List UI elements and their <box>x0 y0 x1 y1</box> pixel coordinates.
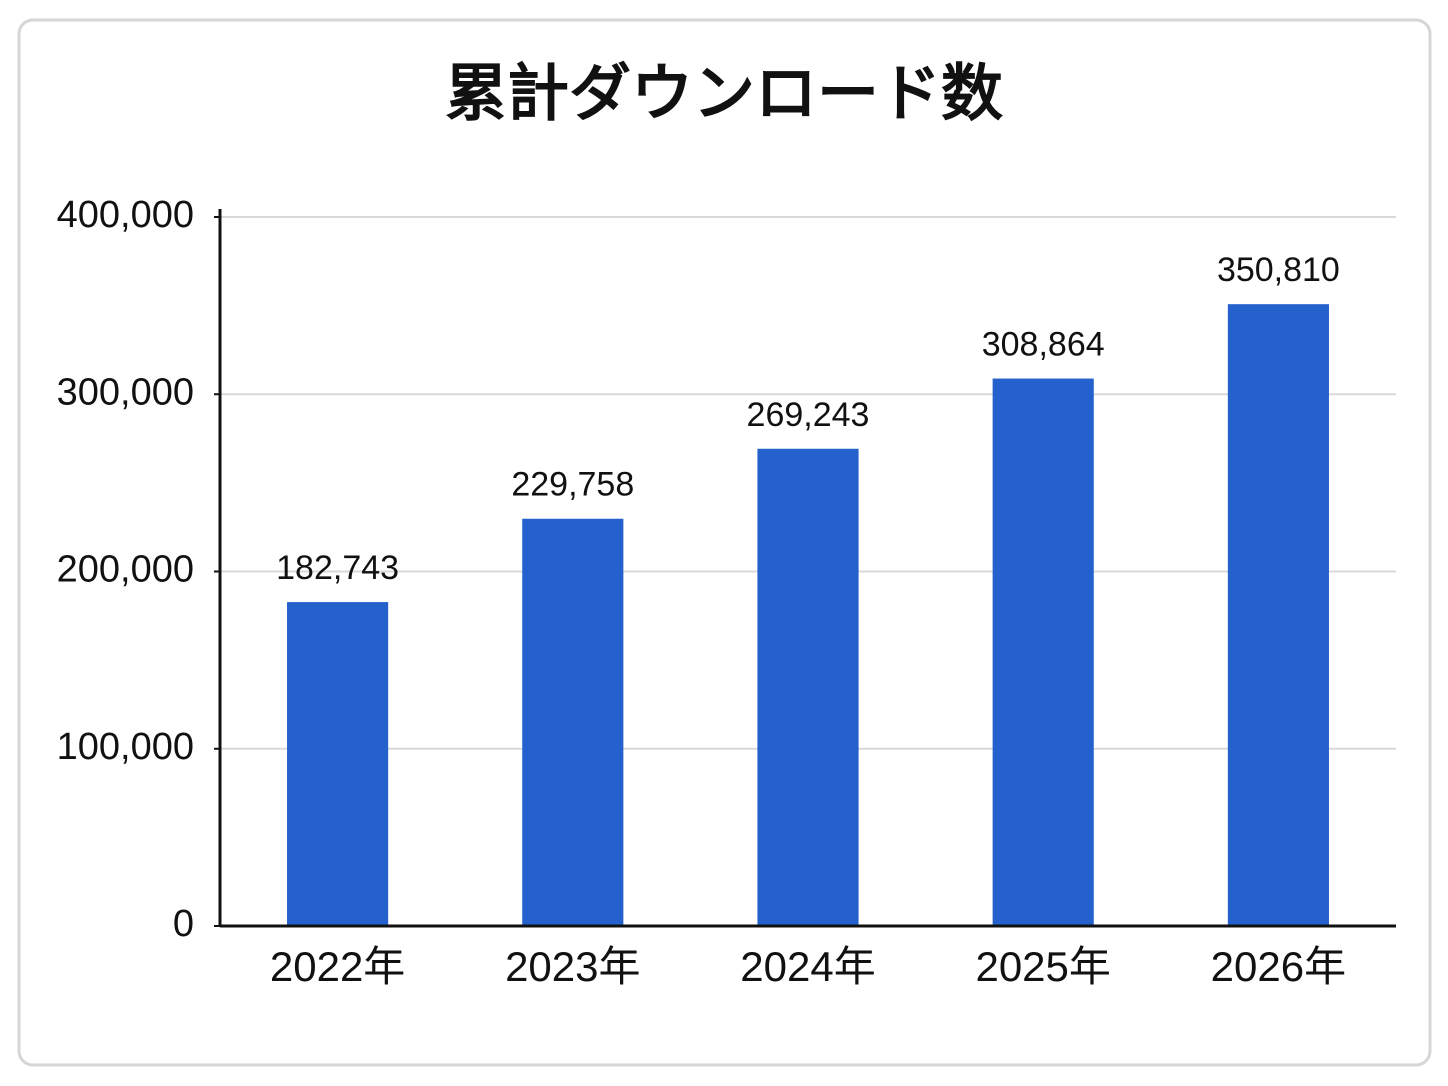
bar <box>1227 304 1329 926</box>
x-tick-label: 2023年 <box>505 943 640 990</box>
x-tick-label: 2025年 <box>975 943 1110 990</box>
bar <box>992 378 1094 926</box>
x-tick-label: 2024年 <box>740 943 875 990</box>
bar <box>757 448 859 926</box>
bar <box>287 602 389 926</box>
y-tick-label: 300,000 <box>57 371 194 413</box>
value-label: 229,758 <box>511 466 634 504</box>
value-label: 269,243 <box>747 396 870 434</box>
y-tick-label: 100,000 <box>57 726 194 768</box>
value-label: 350,810 <box>1217 251 1340 289</box>
card <box>17 18 1432 1067</box>
y-tick-label: 0 <box>173 903 194 945</box>
x-tick-label: 2022年 <box>270 943 405 990</box>
y-tick-label: 400,000 <box>57 194 194 236</box>
value-label: 182,743 <box>276 549 399 587</box>
chart-title: 累計ダウンロード数 <box>445 59 1003 128</box>
y-tick-label: 200,000 <box>57 549 194 591</box>
x-tick-label: 2026年 <box>1211 943 1346 990</box>
bar <box>522 518 624 926</box>
value-label: 308,864 <box>982 326 1105 364</box>
